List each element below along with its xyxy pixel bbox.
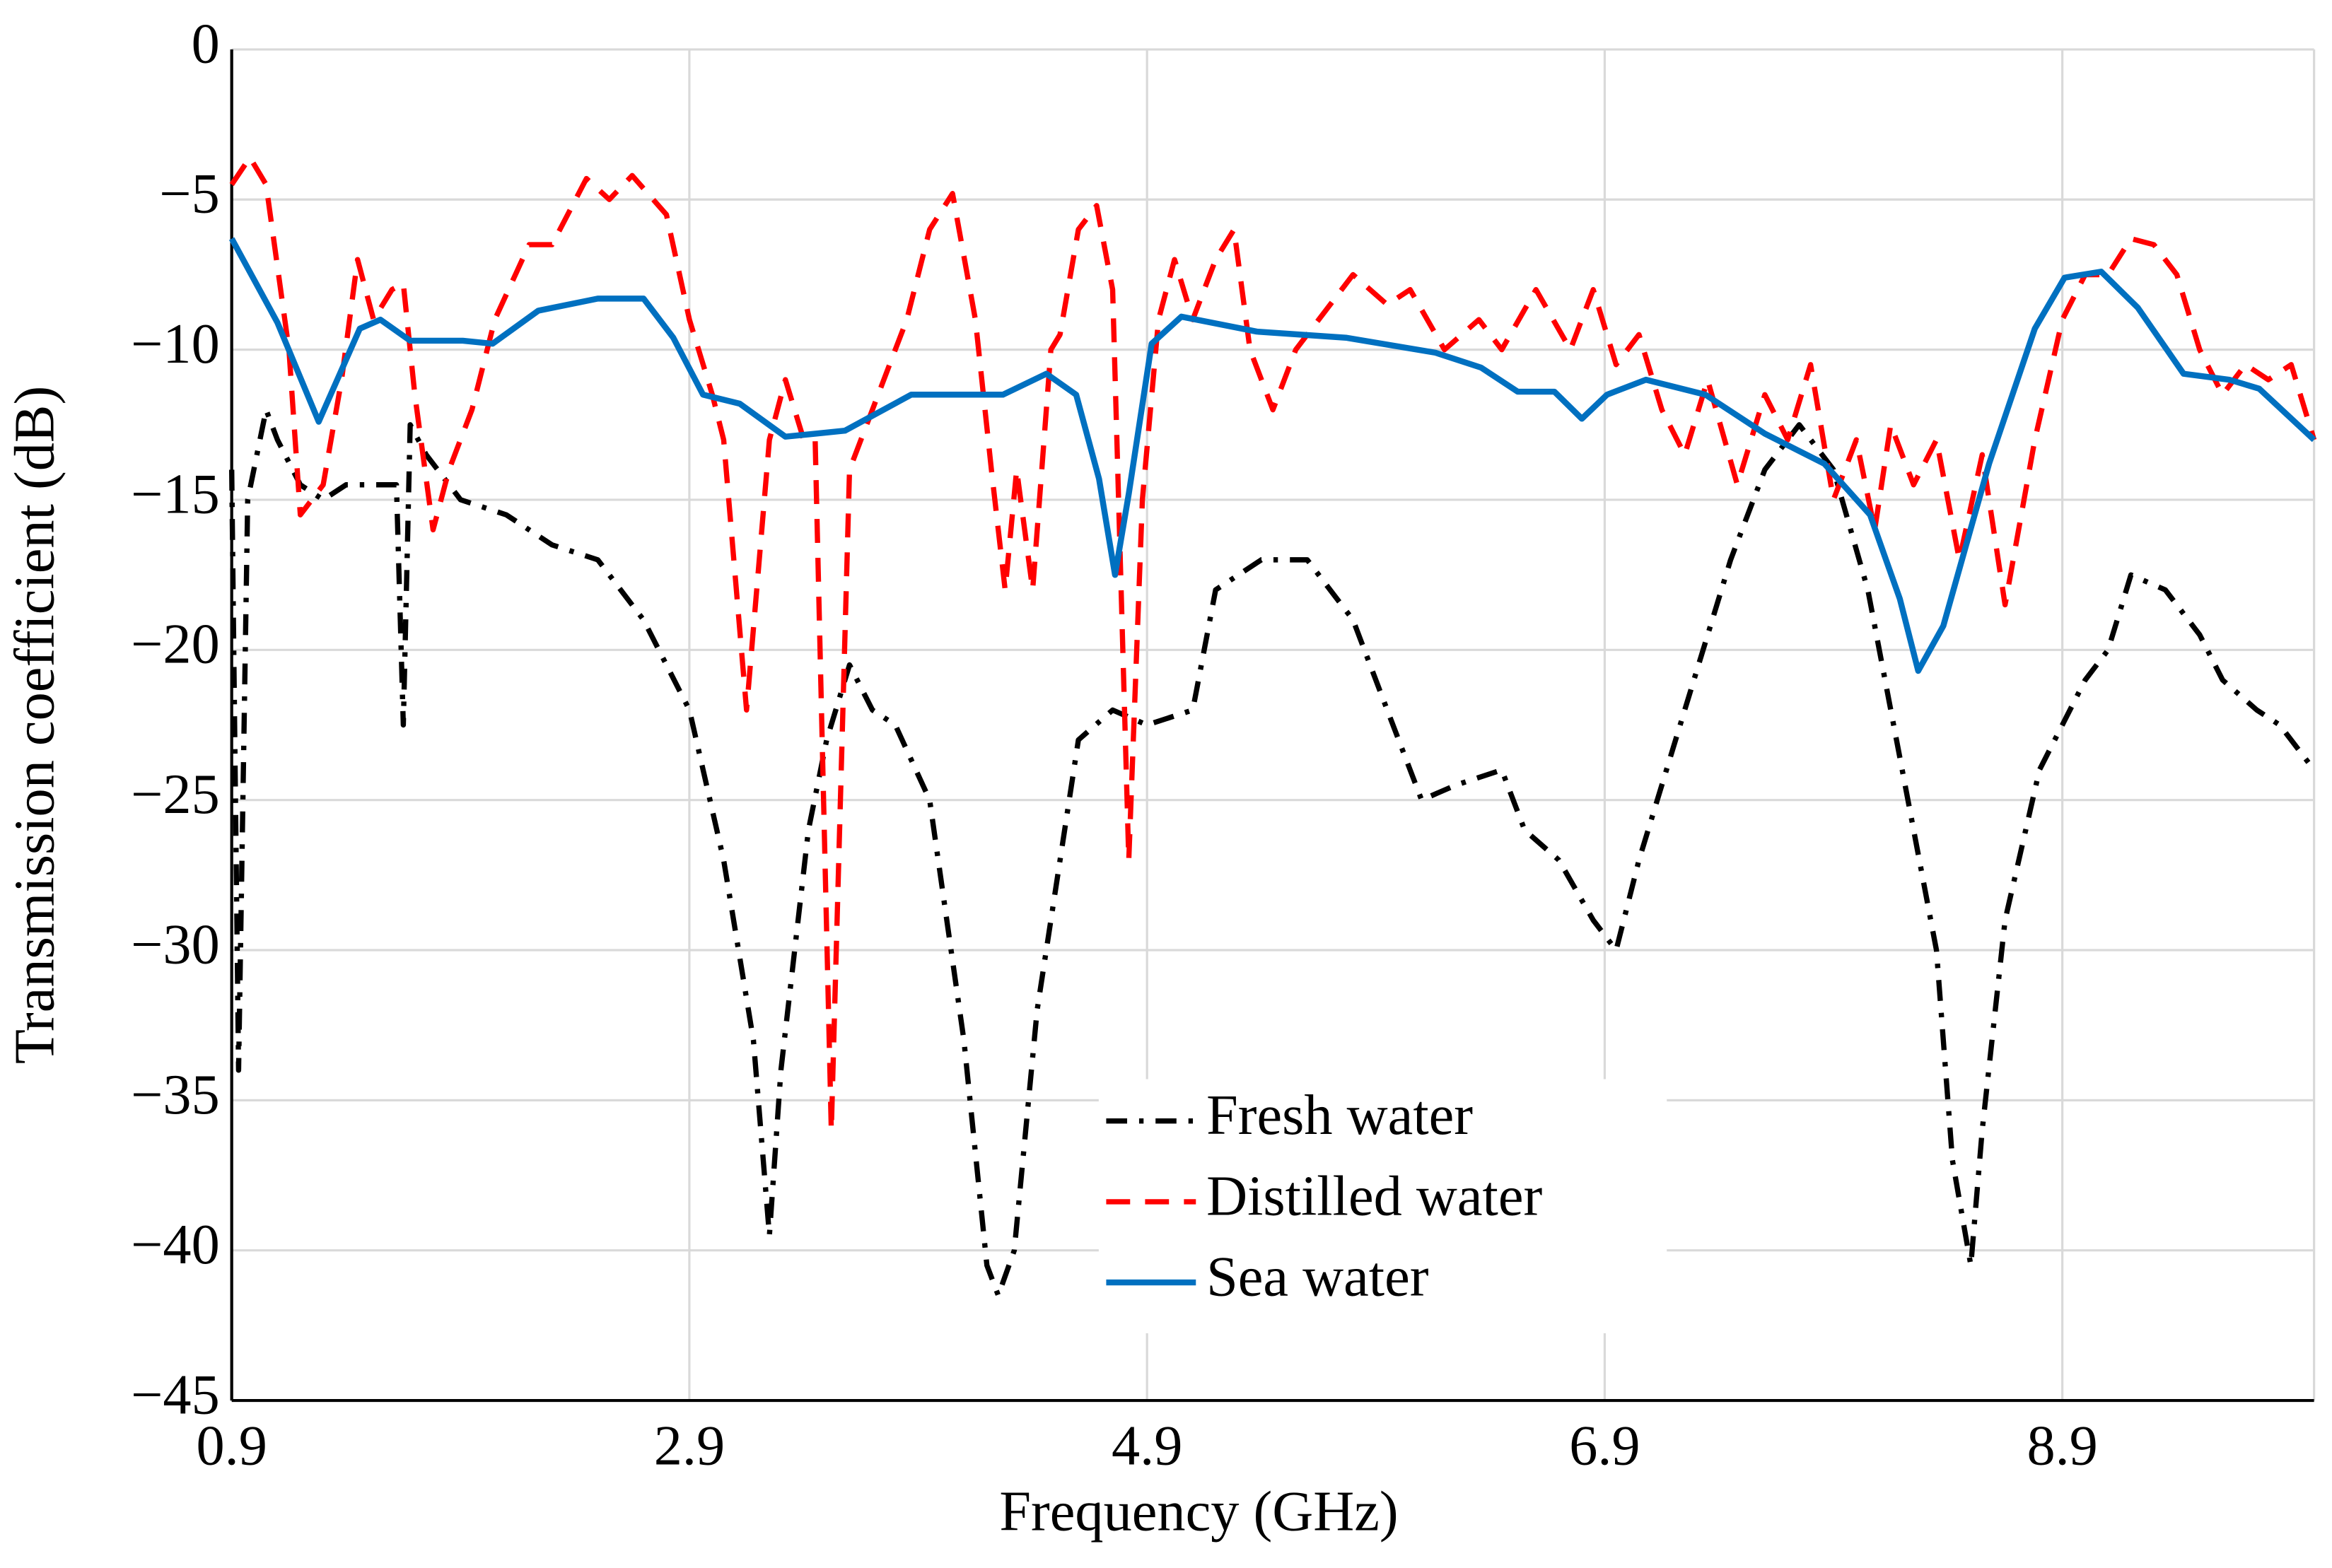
legend-label: Distilled water (1206, 1164, 1542, 1227)
y-tick-label: −15 (131, 462, 220, 525)
x-tick-label: 2.9 (654, 1414, 725, 1477)
y-axis-label: Transmission coefficient (dB) (4, 386, 66, 1064)
y-tick-label: −20 (131, 613, 220, 676)
y-tick-label: −35 (131, 1063, 220, 1126)
legend-box (1098, 1079, 1667, 1333)
legend: Fresh water Distilled water Sea water (1098, 1079, 1667, 1333)
y-tick-label: −40 (131, 1213, 220, 1276)
y-tick-label: 0 (192, 12, 220, 75)
data-line (228, 406, 2316, 1299)
data-line (229, 155, 2317, 1133)
y-tick-label: −45 (131, 1364, 220, 1427)
x-tick-label: 4.9 (1112, 1414, 1182, 1477)
data-line (228, 237, 2316, 674)
x-tick-label: 6.9 (1569, 1414, 1640, 1477)
x-tick-label: 0.9 (196, 1414, 267, 1477)
y-tick-label: −30 (131, 913, 220, 976)
legend-label: Fresh water (1206, 1084, 1473, 1147)
x-axis-label: Frequency (GHz) (999, 1480, 1398, 1543)
y-tick-label: −5 (159, 163, 219, 226)
y-tick-label: −10 (131, 312, 220, 375)
y-tick-label: −25 (131, 763, 220, 826)
x-tick-label: 8.9 (2027, 1414, 2097, 1477)
legend-label: Sea water (1206, 1245, 1429, 1308)
